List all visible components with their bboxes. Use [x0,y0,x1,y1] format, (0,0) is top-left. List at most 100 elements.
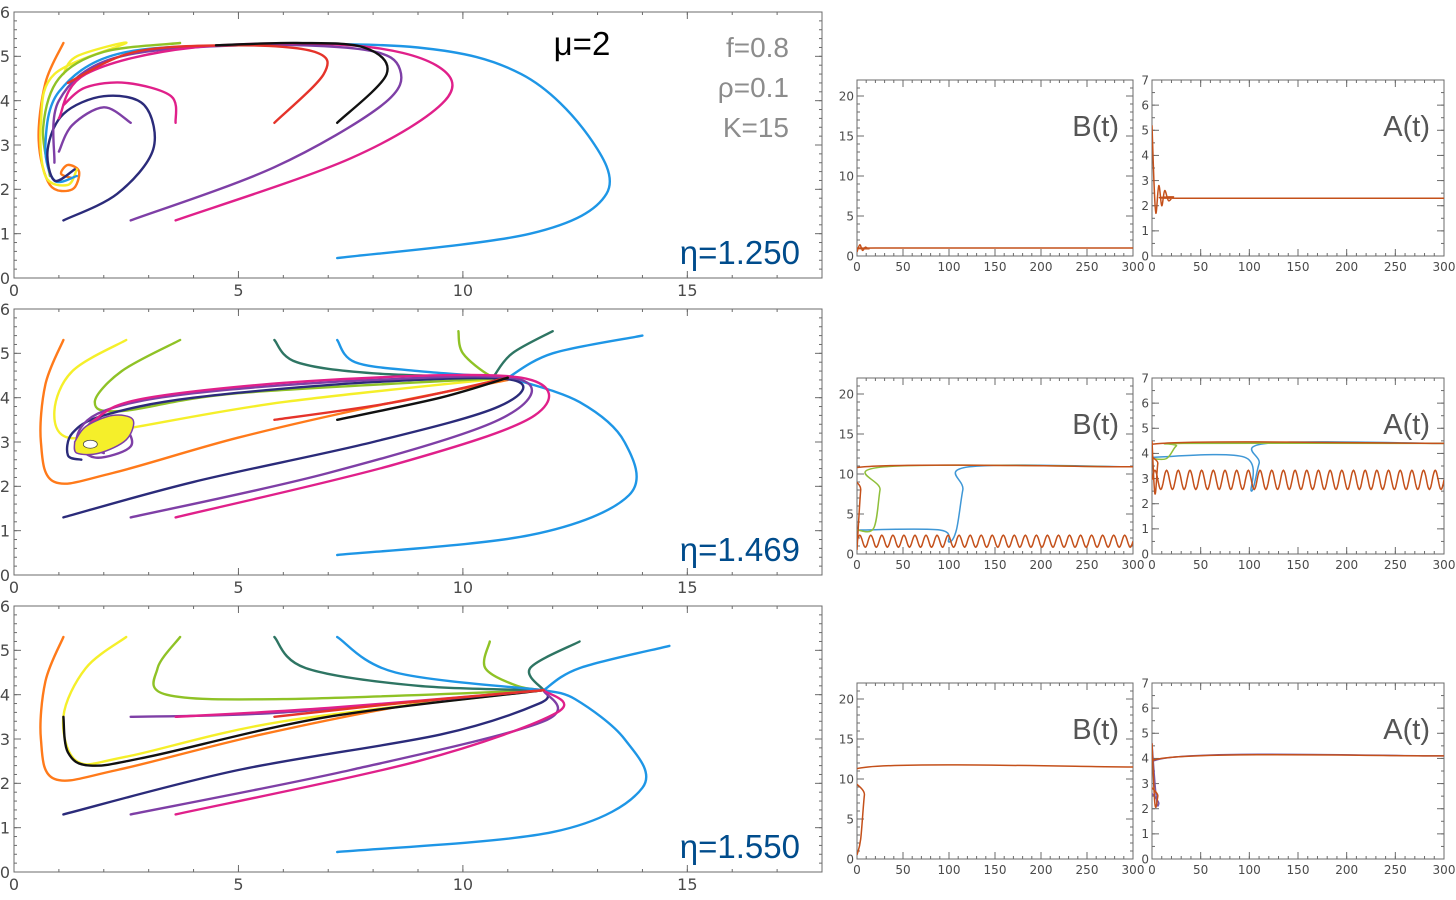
x-tick-label: 250 [1384,260,1407,274]
y-tick-label: 4 [0,91,10,110]
panel-label: A(t) [1383,714,1430,746]
eta-label: η=1.250 [680,234,800,271]
trajectory-line [214,41,389,124]
series-lines [1152,440,1444,495]
y-tick-label: 20 [839,387,854,401]
trajectory-line [273,635,545,692]
f-label: f=0.8 [726,32,789,63]
x-tick-label: 15 [677,875,697,894]
y-tick-label: 5 [1141,422,1149,436]
x-tick-label: 250 [1076,863,1099,877]
y-tick-label: 3 [1141,174,1149,188]
x-tick-label: 0 [1148,558,1156,572]
trajectory-line [80,373,551,519]
trajectory-line [273,376,509,421]
trajectory-line [57,42,454,222]
panel-label: B(t) [1072,409,1119,441]
x-tick-label: 5 [233,875,243,894]
phase-portrait-panel: 0 5 10 15 0 1 2 3 4 5 6 η=1.550 [0,597,823,894]
x-tick-label: 5 [233,578,243,597]
x-tick-label: 250 [1384,863,1407,877]
eta-label: η=1.469 [680,531,800,568]
trajectory-line [336,689,648,854]
x-tick-label: 150 [984,558,1007,572]
x-tick-label: 10 [453,875,473,894]
series-line [1152,442,1444,461]
series-line [857,464,1133,551]
x-tick-label: 200 [1030,558,1053,572]
panel-label: B(t) [1072,111,1119,143]
y-tick-label: 6 [1141,701,1149,715]
y-tick-label: 3 [0,730,10,749]
y-tick-label: 15 [839,129,854,143]
plot-frame [1151,79,1445,257]
trajectory-line [62,81,178,124]
y-tick-label: 6 [0,3,10,22]
y-tick-label: 6 [1141,98,1149,112]
y-tick-label: 0 [1141,852,1149,866]
y-tick-label: 2 [0,180,10,199]
trajectory-line [493,330,554,377]
y-tick-label: 7 [1141,676,1149,690]
y-tick-label: 5 [846,507,854,521]
trajectory-line [62,689,545,767]
y-tick-label: 1 [1141,224,1149,238]
y-tick-label: 0 [846,249,854,263]
y-tick-label: 15 [839,427,854,441]
y-tick-label: 6 [0,597,10,616]
y-tick-label: 1 [1141,827,1149,841]
y-tick-label: 5 [0,641,10,660]
y-tick-label: 2 [1141,802,1149,816]
y-tick-label: 0 [0,863,10,882]
parameter-labels: μ=2 f=0.8 ρ=0.1 K=15 [554,25,789,143]
x-tick-label: 0 [1148,260,1156,274]
eta-label: η=1.550 [680,828,800,865]
y-tick-label: 4 [1141,447,1149,461]
x-tick-label: 250 [1384,558,1407,572]
trajectory-line [52,43,403,222]
y-tick-label: 1 [1141,522,1149,536]
y-tick-label: 2 [0,774,10,793]
time-series-panel-B: 0 50 100 150 200 250 300 0 5 10 15 20 B(t) [839,79,1145,274]
x-tick-label: 50 [895,863,910,877]
y-tick-label: 0 [1141,547,1149,561]
y-tick-label: 6 [1141,396,1149,410]
y-tick-label: 3 [0,433,10,452]
x-tick-label: 200 [1030,260,1053,274]
trajectory-line [336,378,638,557]
y-tick-label: 10 [839,169,854,183]
x-tick-label: 150 [1287,558,1310,572]
x-tick-label: 50 [1193,260,1208,274]
x-tick-label: 100 [1238,863,1261,877]
trajectories [39,635,671,854]
y-tick-label: 4 [0,388,10,407]
phase-portrait-panel: 0 5 10 15 0 1 2 3 4 5 6 η=1.250 [0,3,823,300]
x-tick-label: 100 [938,558,961,572]
y-tick-label: 3 [1141,777,1149,791]
x-tick-label: 300 [1122,558,1145,572]
x-tick-label: 50 [1193,558,1208,572]
y-tick-label: 1 [0,818,10,837]
y-tick-label: 0 [0,566,10,585]
trajectories [37,41,612,260]
y-tick-label: 3 [1141,472,1149,486]
x-tick-label: 100 [938,863,961,877]
series-lines [1152,743,1444,809]
rho-label: ρ=0.1 [718,72,789,103]
y-tick-label: 3 [0,136,10,155]
x-tick-label: 300 [1122,260,1145,274]
series-lines [1152,125,1444,215]
trajectory-line [46,94,157,222]
y-tick-label: 2 [0,477,10,496]
x-tick-label: 250 [1076,558,1099,572]
x-tick-label: 50 [1193,863,1208,877]
trajectory-line [542,644,671,692]
x-tick-label: 100 [938,260,961,274]
x-tick-label: 15 [677,578,697,597]
panel-label: B(t) [1072,714,1119,746]
mu-label: μ=2 [554,25,611,62]
y-tick-label: 5 [0,344,10,363]
y-tick-label: 5 [1141,727,1149,741]
series-lines [857,464,1133,551]
series-line [857,464,1133,543]
